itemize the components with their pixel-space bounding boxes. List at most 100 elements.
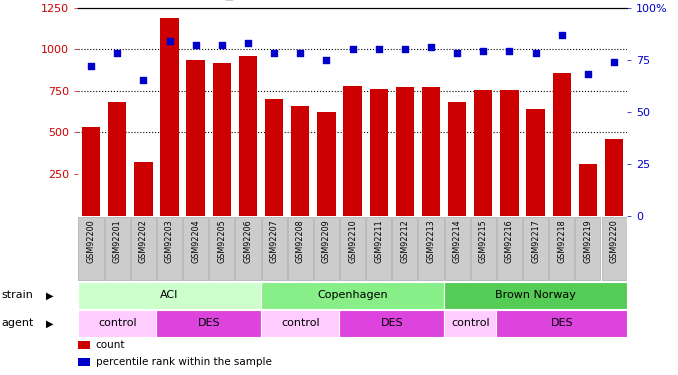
Text: Brown Norway: Brown Norway bbox=[495, 290, 576, 300]
Bar bbox=[605, 139, 623, 216]
Text: GSM92215: GSM92215 bbox=[479, 219, 487, 262]
Bar bbox=[500, 90, 519, 216]
Point bbox=[321, 57, 332, 63]
Bar bbox=[523, 217, 549, 280]
Text: ▶: ▶ bbox=[46, 290, 54, 300]
Bar bbox=[343, 86, 362, 216]
Point bbox=[243, 40, 254, 46]
Point bbox=[138, 77, 148, 83]
Text: GSM92205: GSM92205 bbox=[218, 219, 226, 262]
Text: GSM92201: GSM92201 bbox=[113, 219, 121, 262]
Text: GSM92202: GSM92202 bbox=[139, 219, 148, 262]
Text: GSM92212: GSM92212 bbox=[401, 219, 410, 262]
Bar bbox=[340, 217, 365, 280]
Text: GSM92208: GSM92208 bbox=[296, 219, 304, 262]
Text: count: count bbox=[96, 340, 125, 350]
Bar bbox=[314, 217, 339, 280]
Text: agent: agent bbox=[1, 318, 34, 328]
Point bbox=[530, 50, 541, 56]
Bar bbox=[131, 217, 156, 280]
Point bbox=[374, 46, 384, 52]
Text: GSM92206: GSM92206 bbox=[243, 219, 252, 262]
Bar bbox=[474, 90, 492, 216]
Bar bbox=[317, 112, 336, 216]
Text: GSM92203: GSM92203 bbox=[165, 219, 174, 262]
Bar bbox=[601, 217, 626, 280]
Bar bbox=[78, 358, 90, 366]
Point bbox=[557, 32, 567, 38]
Bar bbox=[497, 217, 522, 280]
Text: GSM92217: GSM92217 bbox=[531, 219, 540, 262]
Text: GSM92209: GSM92209 bbox=[322, 219, 331, 262]
Bar bbox=[213, 63, 231, 216]
Bar bbox=[186, 60, 205, 216]
Point bbox=[216, 42, 227, 48]
Bar bbox=[108, 102, 126, 216]
Bar bbox=[549, 217, 574, 280]
Text: GSM92210: GSM92210 bbox=[348, 219, 357, 262]
Bar bbox=[78, 282, 261, 309]
Bar bbox=[553, 73, 571, 216]
Text: control: control bbox=[98, 318, 136, 328]
Bar bbox=[210, 217, 235, 280]
Bar bbox=[370, 89, 388, 216]
Bar bbox=[526, 109, 544, 216]
Bar bbox=[496, 310, 627, 337]
Text: GSM92207: GSM92207 bbox=[270, 219, 279, 262]
Text: GSM92211: GSM92211 bbox=[374, 219, 383, 262]
Text: percentile rank within the sample: percentile rank within the sample bbox=[96, 357, 271, 367]
Bar bbox=[261, 310, 340, 337]
Bar bbox=[471, 217, 496, 280]
Point bbox=[478, 48, 489, 54]
Bar bbox=[157, 217, 182, 280]
Bar bbox=[82, 128, 100, 216]
Point bbox=[582, 71, 593, 77]
Bar bbox=[393, 217, 418, 280]
Bar bbox=[79, 217, 104, 280]
Text: GSM92216: GSM92216 bbox=[505, 219, 514, 262]
Text: GSM92220: GSM92220 bbox=[610, 219, 618, 262]
Text: Copenhagen: Copenhagen bbox=[317, 290, 388, 300]
Point bbox=[164, 38, 175, 44]
Text: GSM92204: GSM92204 bbox=[191, 219, 200, 262]
Bar bbox=[448, 102, 466, 216]
Point bbox=[85, 63, 96, 69]
Point bbox=[426, 44, 437, 50]
Bar bbox=[104, 217, 129, 280]
Bar bbox=[262, 217, 287, 280]
Bar bbox=[291, 106, 309, 216]
Bar bbox=[261, 282, 444, 309]
Text: DES: DES bbox=[551, 318, 573, 328]
Bar bbox=[444, 282, 627, 309]
Point bbox=[268, 50, 279, 56]
Bar bbox=[160, 18, 178, 216]
Bar bbox=[366, 217, 391, 280]
Text: DES: DES bbox=[380, 318, 403, 328]
Point bbox=[347, 46, 358, 52]
Bar bbox=[445, 217, 470, 280]
Text: control: control bbox=[451, 318, 490, 328]
Text: DES: DES bbox=[197, 318, 220, 328]
Bar bbox=[183, 217, 208, 280]
Text: GSM92213: GSM92213 bbox=[426, 219, 435, 262]
Text: ACI: ACI bbox=[160, 290, 179, 300]
Bar bbox=[265, 99, 283, 216]
Text: GSM92200: GSM92200 bbox=[87, 219, 96, 262]
Text: ▶: ▶ bbox=[46, 318, 54, 328]
Point bbox=[399, 46, 410, 52]
Bar bbox=[78, 341, 90, 349]
Bar bbox=[422, 87, 440, 216]
Point bbox=[191, 42, 201, 48]
Bar bbox=[340, 310, 444, 337]
Bar bbox=[579, 164, 597, 216]
Text: GSM92214: GSM92214 bbox=[453, 219, 462, 262]
Bar bbox=[157, 310, 261, 337]
Bar bbox=[78, 310, 157, 337]
Bar bbox=[576, 217, 601, 280]
Text: GSM92218: GSM92218 bbox=[557, 219, 566, 262]
Bar bbox=[418, 217, 443, 280]
Bar bbox=[239, 56, 257, 216]
Point bbox=[112, 50, 123, 56]
Bar bbox=[396, 87, 414, 216]
Bar bbox=[444, 310, 496, 337]
